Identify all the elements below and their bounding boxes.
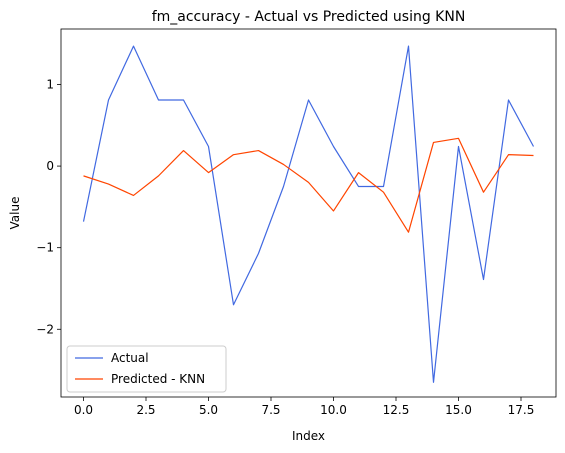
x-tick-label: 12.5 xyxy=(383,403,410,417)
legend-box xyxy=(66,345,227,393)
legend-label: Predicted - KNN xyxy=(111,372,205,386)
x-tick-label: 7.5 xyxy=(261,403,280,417)
series-line-predicted-knn xyxy=(83,137,534,233)
x-tick-label: 15.0 xyxy=(445,403,472,417)
plot-area: 0.0 2.5 5.0 7.5 10.0 12.5 15.0 17.5 −2 −1 0 1 xyxy=(36,28,557,417)
x-tick-label: 5.0 xyxy=(199,403,218,417)
legend: Actual Predicted - KNN xyxy=(66,345,227,393)
x-tick-label: 2.5 xyxy=(136,403,155,417)
series-line-actual xyxy=(82,45,535,383)
y-tick-label: 0 xyxy=(46,159,54,173)
y-tick-label: −2 xyxy=(36,322,54,336)
y-axis-title: Value xyxy=(8,197,22,230)
x-tick-label: 10.0 xyxy=(320,403,347,417)
legend-label: Actual xyxy=(111,351,149,365)
y-tick-label: 1 xyxy=(46,77,54,91)
x-tick-label: 17.5 xyxy=(508,403,535,417)
x-tick-label: 0.0 xyxy=(74,403,93,417)
x-axis-title: Index xyxy=(292,429,325,443)
chart-title: fm_accuracy - Actual vs Predicted using … xyxy=(152,9,466,25)
axes-frame xyxy=(60,28,557,398)
y-tick-label: −1 xyxy=(36,241,54,255)
